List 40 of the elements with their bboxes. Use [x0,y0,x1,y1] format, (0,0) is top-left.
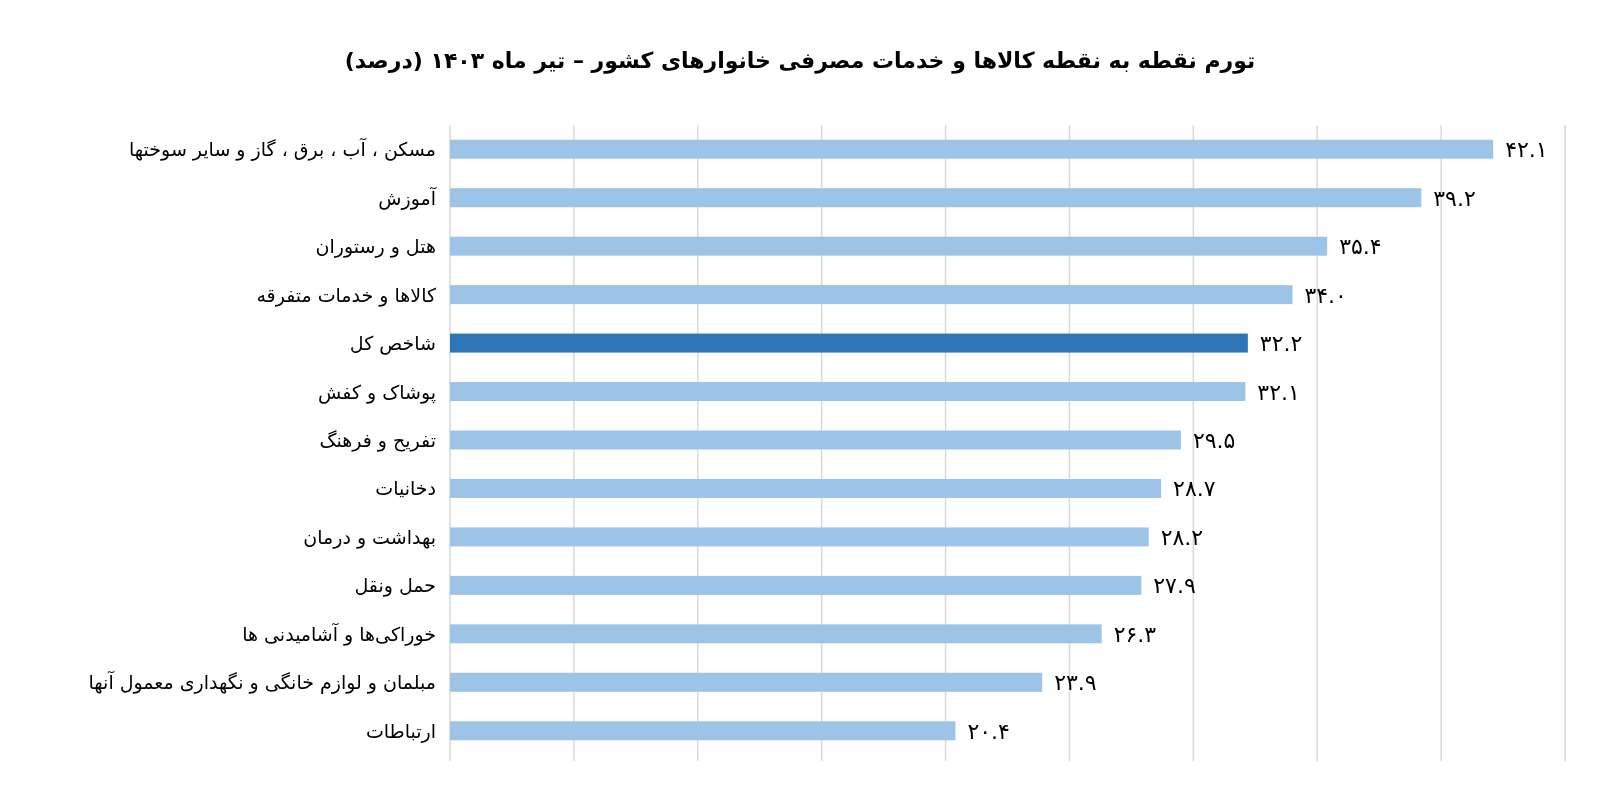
data-label: ۲۸.۷ [1173,476,1216,502]
data-label: ۲۰.۴ [967,718,1010,744]
y-tick-label: شاخص کل [349,332,436,356]
y-tick-label: خوراکی‌ها و آشامیدنی ها [242,621,436,646]
bar [450,139,1494,159]
y-tick-label: مبلمان و لوازم خانگی و نگهداری معمول آنها [88,670,436,695]
bar [450,624,1102,644]
chart-title: تورم نقطه به نقطه کالاها و خدمات مصرفی خانوارهای کشور – تیر ماه ۱۴۰۳ (درصد) [344,48,1256,74]
bar [450,285,1293,305]
data-label: ۳۵.۴ [1339,234,1382,260]
bar [450,236,1328,256]
y-tick-label: آموزش [378,185,437,210]
y-tick-label: دخانیات [375,477,436,500]
y-tick-label: پوشاک و کفش [318,380,436,404]
bar [450,527,1149,547]
bar [450,672,1043,692]
data-label: ۳۹.۲ [1433,185,1476,211]
bar [450,430,1181,450]
data-label: ۳۲.۱ [1257,379,1300,405]
data-label: ۳۴.۰ [1304,282,1347,308]
data-label: ۲۶.۳ [1113,621,1157,647]
data-label: ۴۲.۱ [1505,137,1548,163]
data-label: ۲۷.۹ [1153,573,1196,599]
y-tick-label: هتل و رستوران [315,235,436,259]
bar [450,188,1422,208]
data-label: ۲۳.۹ [1054,670,1097,696]
y-tick-label: تفریح و فرهنگ [319,429,436,452]
bar [450,721,956,741]
y-tick-label: کالاها و خدمات متفرقه [256,283,437,307]
data-label: ۳۲.۲ [1259,331,1303,357]
bar [450,333,1248,353]
y-tick-label: مسکن ، آب ، برق ، گاز و سایر سوختها [129,137,436,162]
bar [450,478,1162,498]
data-label: ۲۸.۲ [1160,524,1204,550]
y-tick-label: ارتباطات [365,719,436,743]
data-label: ۲۹.۵ [1192,428,1236,453]
y-tick-label: حمل ونقل [354,574,436,598]
bar [450,575,1142,595]
bar [450,382,1246,402]
y-tick-label: بهداشت و درمان [303,525,436,549]
